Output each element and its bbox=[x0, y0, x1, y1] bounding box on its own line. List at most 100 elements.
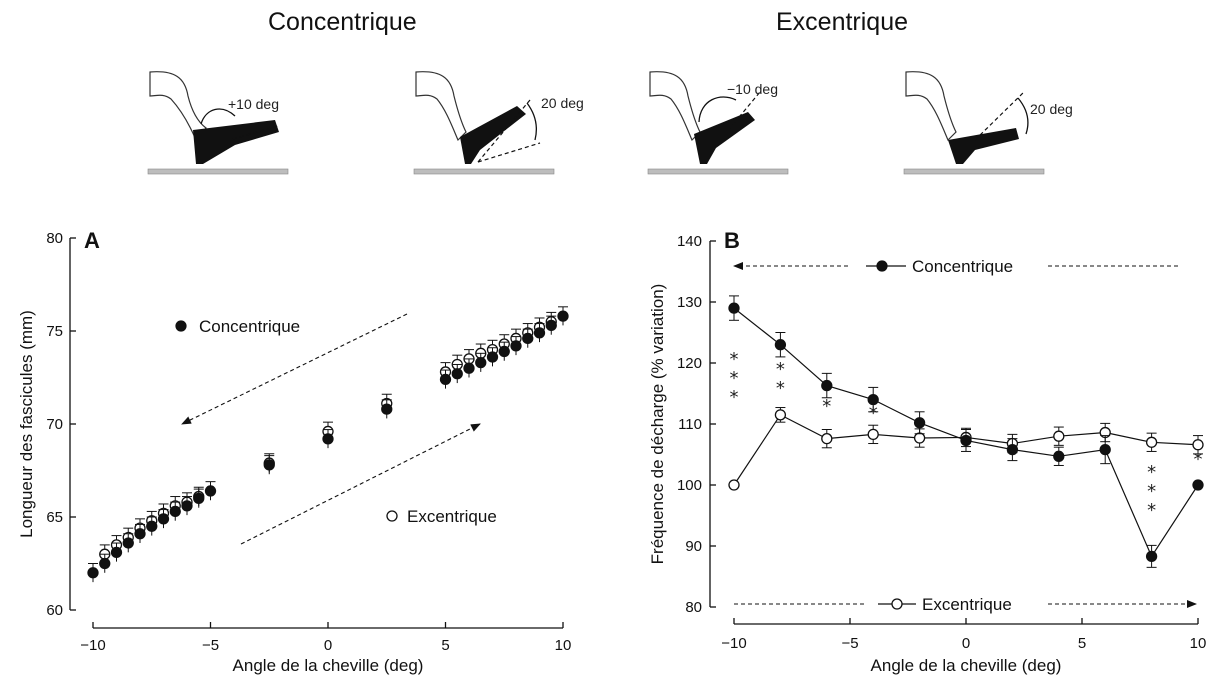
significance-marker: * * * bbox=[1147, 462, 1156, 521]
data-point-concentrique bbox=[134, 528, 146, 540]
data-point-concentrique bbox=[510, 340, 522, 352]
data-point-concentrique bbox=[169, 505, 181, 518]
data-point-concentrique bbox=[475, 356, 487, 369]
floor-bar bbox=[147, 168, 289, 175]
data-point-concentrique bbox=[87, 567, 99, 579]
data-point-concentrique bbox=[821, 379, 833, 392]
data-point-concentrique bbox=[322, 433, 334, 445]
legend-marker-concentrique bbox=[876, 260, 888, 272]
floor-bar bbox=[903, 168, 1045, 175]
angle-label: −10 deg bbox=[727, 81, 778, 97]
chart-b: 80 90 100 110 120 130 140 −10 −5 0 5 10 Angle de la … bbox=[648, 228, 1206, 675]
y-tick-label: 130 bbox=[677, 294, 702, 311]
y-tick-label: 75 bbox=[46, 323, 63, 340]
data-point-concentrique bbox=[913, 417, 926, 429]
data-point-concentrique bbox=[1145, 550, 1158, 563]
data-point-concentrique bbox=[498, 345, 510, 358]
angle-arc bbox=[1017, 97, 1029, 135]
y-tick-label: 70 bbox=[46, 416, 63, 433]
panel-label-b: B bbox=[724, 228, 740, 253]
panel-label-a: A bbox=[84, 228, 100, 253]
legend-marker-concentrique bbox=[175, 320, 187, 332]
data-point-concentrique bbox=[451, 368, 463, 380]
y-tick-label: 110 bbox=[678, 416, 702, 433]
angle-dashed-line bbox=[729, 91, 761, 129]
y-axis-title: Longueur des fascicules (mm) bbox=[17, 310, 36, 538]
y-tick-label: 140 bbox=[677, 233, 702, 250]
data-point-concentrique bbox=[146, 520, 158, 532]
y-tick-label: 90 bbox=[685, 538, 702, 555]
illustration-concentrique-20: 20 deg bbox=[413, 71, 584, 175]
y-tick-label: 80 bbox=[46, 230, 63, 247]
heading-concentrique: Concentrique bbox=[268, 8, 417, 36]
x-tick-label: −5 bbox=[202, 637, 219, 654]
leg-outline bbox=[905, 71, 957, 142]
data-point-concentrique bbox=[181, 500, 193, 512]
pedal-shape bbox=[948, 128, 1019, 164]
data-point-excentrique bbox=[1053, 430, 1065, 442]
data-point-concentrique bbox=[545, 319, 557, 332]
angle-label: 20 deg bbox=[541, 95, 584, 111]
pedal-shape bbox=[694, 112, 755, 164]
data-point-excentrique bbox=[774, 409, 787, 421]
y-axis-title: Fréquence de décharge (% variation) bbox=[648, 284, 667, 565]
data-point-concentrique bbox=[439, 373, 452, 386]
pedal-shape bbox=[193, 120, 279, 164]
x-tick-label: 0 bbox=[962, 635, 970, 652]
data-point-concentrique bbox=[99, 557, 111, 570]
data-point-concentrique bbox=[1006, 443, 1019, 456]
data-point-excentrique bbox=[913, 432, 926, 444]
y-tick-label: 60 bbox=[46, 602, 63, 619]
legend-marker-excentrique bbox=[386, 510, 398, 522]
data-point-excentrique bbox=[821, 432, 833, 445]
floor-bar bbox=[647, 168, 789, 175]
data-point-concentrique bbox=[557, 310, 569, 322]
data-point-concentrique bbox=[193, 492, 205, 505]
legend-label-concentrique: Concentrique bbox=[912, 257, 1013, 276]
leg-outline bbox=[415, 71, 467, 142]
legend-label-excentrique: Excentrique bbox=[922, 595, 1012, 614]
illustration-excentrique-20: 20 deg bbox=[903, 71, 1073, 175]
data-point-concentrique bbox=[1053, 450, 1065, 462]
x-tick-label: 10 bbox=[555, 637, 572, 654]
data-point-excentrique bbox=[728, 479, 740, 491]
illustration-excentrique-minus10: −10 deg bbox=[647, 71, 789, 175]
illustration-concentrique-plus10: +10 deg bbox=[147, 71, 289, 175]
x-axis-title: Angle de la cheville (deg) bbox=[871, 656, 1062, 675]
x-tick-label: −10 bbox=[721, 635, 746, 652]
data-point-concentrique bbox=[1099, 443, 1111, 456]
angle-dashed-line bbox=[974, 91, 1025, 141]
x-tick-label: 5 bbox=[441, 637, 449, 654]
data-point-concentrique bbox=[533, 327, 546, 339]
significance-marker: * * bbox=[776, 359, 785, 399]
x-tick-label: −5 bbox=[841, 635, 858, 652]
chart-a: 60 65 70 75 80 −10 −5 0 5 10 Angle de la cheville … bbox=[17, 228, 571, 675]
heading-excentrique: Excentrique bbox=[776, 8, 909, 36]
angle-arc bbox=[698, 96, 737, 123]
significance-marker: * bbox=[869, 403, 878, 424]
x-tick-label: −10 bbox=[80, 637, 105, 654]
leg-outline bbox=[649, 71, 701, 142]
y-tick-label: 100 bbox=[677, 477, 702, 494]
data-point-concentrique bbox=[381, 403, 393, 415]
x-tick-label: 10 bbox=[1190, 635, 1207, 652]
data-point-excentrique bbox=[867, 428, 879, 441]
angle-label: +10 deg bbox=[228, 96, 279, 112]
significance-marker: * bbox=[1194, 449, 1203, 470]
data-point-concentrique bbox=[263, 459, 275, 471]
y-tick-label: 120 bbox=[677, 355, 702, 372]
data-point-concentrique bbox=[522, 332, 534, 345]
legend-marker-excentrique bbox=[891, 598, 903, 610]
data-point-excentrique bbox=[1145, 436, 1158, 448]
data-point-concentrique bbox=[774, 339, 787, 351]
data-point-concentrique bbox=[463, 362, 475, 374]
significance-marker: * bbox=[822, 396, 831, 417]
y-tick-label: 80 bbox=[685, 599, 702, 616]
x-axis-title: Angle de la cheville (deg) bbox=[233, 656, 424, 675]
angle-arc bbox=[200, 108, 236, 125]
data-point-concentrique bbox=[486, 351, 499, 363]
significance-marker: * * * bbox=[730, 349, 739, 408]
data-point-excentrique bbox=[1192, 439, 1204, 451]
floor-bar bbox=[413, 168, 555, 175]
